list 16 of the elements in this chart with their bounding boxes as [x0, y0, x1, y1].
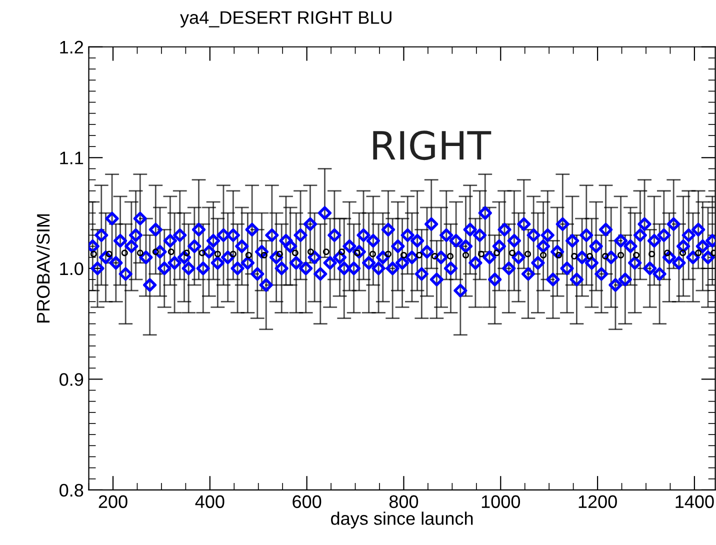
y-tick-label: 0.8 — [60, 484, 84, 497]
y-tick-label: 1.2 — [60, 40, 84, 54]
x-tick-label: 200 — [98, 495, 128, 508]
x-tick-label: 800 — [389, 495, 418, 508]
x-tick-label: 600 — [292, 495, 322, 508]
annotation: RIGHT — [373, 130, 492, 160]
x-tick-label: 400 — [195, 495, 224, 508]
x-axis-title: days since launch — [331, 512, 473, 528]
y-tick-label: 1.1 — [60, 152, 84, 164]
x-tick-label: 1400 — [676, 495, 714, 508]
y-axis-title: PROBAV/SIM — [36, 214, 50, 322]
y-tick-label: 0.9 — [60, 373, 84, 386]
x-tick-label: 1000 — [482, 495, 520, 508]
chart-title: ya4_DESERT RIGHT BLU — [180, 11, 392, 28]
y-tick-label: 1.0 — [60, 262, 84, 276]
x-tick-label: 1200 — [578, 495, 617, 508]
